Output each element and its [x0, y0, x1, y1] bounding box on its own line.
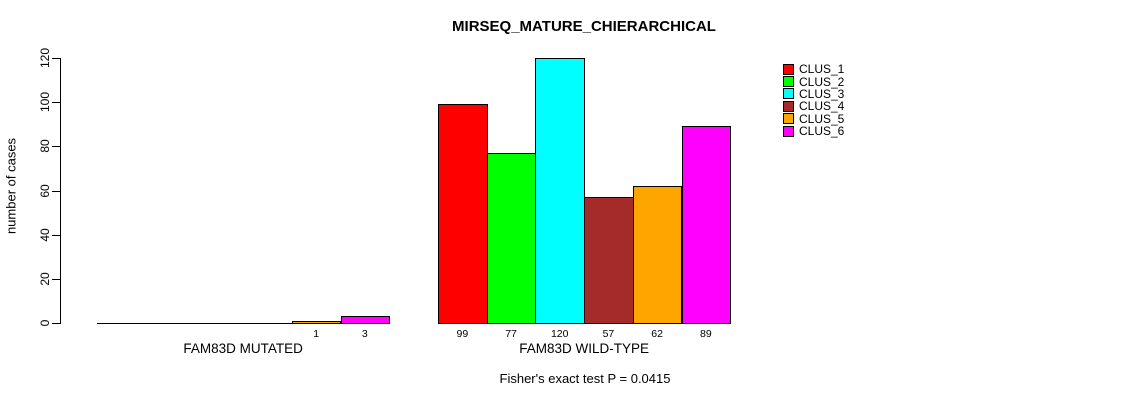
y-axis-tick-label: 80: [38, 139, 52, 154]
bar-clus_5: [632, 186, 683, 324]
legend-label: CLUS_2: [799, 74, 845, 89]
y-axis-tick: [52, 102, 61, 104]
legend: CLUS_1 CLUS_2 CLUS_3 CLUS_4 CLUS_5 CLUS_6: [783, 63, 844, 137]
group-label: FAM83D WILD-TYPE: [519, 341, 649, 356]
y-axis-tick-label: 60: [38, 183, 52, 198]
bar-value-label: 1: [313, 328, 320, 340]
legend-label: CLUS_4: [799, 99, 845, 114]
legend-entry-clus_1: CLUS_1: [783, 63, 844, 75]
legend-label: CLUS_5: [799, 111, 845, 126]
bar-value-label: 3: [361, 328, 368, 340]
legend-swatch: [783, 88, 794, 100]
bar-value-label: 62: [651, 328, 663, 340]
y-axis-tick: [52, 58, 61, 59]
legend-entry-clus_5: CLUS_5: [783, 113, 844, 125]
y-axis-tick: [52, 323, 61, 324]
y-axis-tick-label: 0: [38, 319, 52, 327]
legend-entry-clus_6: CLUS_6: [783, 125, 844, 137]
legend-swatch: [783, 125, 794, 137]
bar-clus_6: [681, 126, 732, 324]
y-axis-tick: [52, 234, 61, 236]
legend-swatch: [783, 76, 794, 88]
y-axis-tick-label: 100: [38, 92, 52, 113]
legend-swatch: [783, 113, 794, 125]
bar-clus_6: [340, 316, 391, 324]
legend-label: CLUS_3: [799, 86, 845, 101]
bar-value-label: 57: [602, 328, 615, 340]
bar-value-label: 99: [456, 328, 469, 340]
group-label: FAM83D MUTATED: [183, 341, 303, 356]
legend-entry-clus_4: CLUS_4: [783, 100, 844, 112]
legend-swatch: [783, 63, 794, 75]
bar-clus_5: [291, 320, 342, 324]
bar-value-label: 77: [505, 328, 517, 340]
y-axis-tick-label: 120: [38, 47, 52, 69]
legend-swatch: [783, 100, 794, 112]
bar-value-label: 120: [550, 328, 569, 340]
y-axis-tick: [52, 278, 61, 280]
chart-title: MIRSEQ_MATURE_CHIERARCHICAL: [452, 18, 716, 35]
bar-clus_2: [486, 152, 537, 324]
bar-value-label: 89: [700, 328, 712, 340]
bar-clus_3: [535, 58, 586, 324]
legend-label: CLUS_1: [799, 62, 845, 77]
zero-baseline: [97, 323, 390, 324]
bar-clus_1: [438, 104, 488, 324]
bar-clus_4: [584, 197, 634, 324]
legend-label: CLUS_6: [799, 124, 845, 139]
y-axis-tick-label: 20: [38, 272, 52, 286]
legend-entry-clus_3: CLUS_3: [783, 88, 844, 100]
annotation-fisher-test: Fisher's exact test P = 0.0415: [499, 371, 671, 386]
y-axis-tick: [52, 190, 61, 192]
legend-entry-clus_2: CLUS_2: [783, 74, 845, 89]
y-axis-tick: [52, 146, 61, 148]
y-axis-tick-label: 40: [38, 227, 52, 242]
